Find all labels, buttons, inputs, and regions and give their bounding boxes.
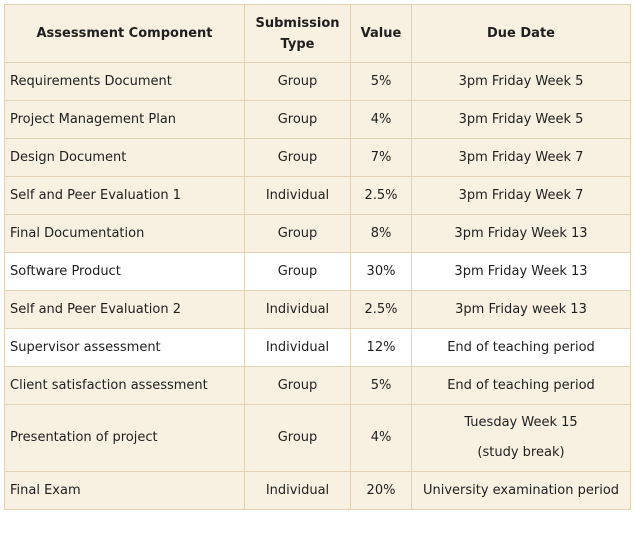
cell-due: 3pm Friday week 13	[411, 290, 631, 329]
cell-component: Requirements Document	[4, 62, 245, 101]
table-row: Supervisor assessment Individual 12% End…	[4, 328, 631, 367]
cell-component: Client satisfaction assessment	[4, 366, 245, 405]
cell-type: Group	[244, 404, 351, 472]
cell-component: Project Management Plan	[4, 100, 245, 139]
cell-due: End of teaching period	[411, 366, 631, 405]
cell-due-line1: Tuesday Week 15	[464, 415, 578, 430]
cell-component: Presentation of project	[4, 404, 245, 472]
cell-type: Group	[244, 62, 351, 101]
header-submission-type-line2: Type	[280, 36, 315, 52]
cell-value: 30%	[350, 252, 412, 291]
cell-value: 20%	[350, 471, 412, 510]
cell-value: 12%	[350, 328, 412, 367]
cell-due: 3pm Friday Week 7	[411, 176, 631, 215]
header-submission-type-line1: Submission	[255, 15, 340, 31]
cell-due: University examination period	[411, 471, 631, 510]
cell-value: 5%	[350, 62, 412, 101]
cell-value: 4%	[350, 100, 412, 139]
table-row: Self and Peer Evaluation 2 Individual 2.…	[4, 290, 631, 329]
cell-value: 2.5%	[350, 290, 412, 329]
table-row: Final Documentation Group 8% 3pm Friday …	[4, 214, 631, 253]
cell-type: Individual	[244, 176, 351, 215]
table-row: Software Product Group 30% 3pm Friday We…	[4, 252, 631, 291]
header-due-date: Due Date	[411, 4, 631, 63]
table-row: Final Exam Individual 20% University exa…	[4, 471, 631, 510]
table-row: Self and Peer Evaluation 1 Individual 2.…	[4, 176, 631, 215]
cell-component: Software Product	[4, 252, 245, 291]
cell-component: Self and Peer Evaluation 2	[4, 290, 245, 329]
table-row: Design Document Group 7% 3pm Friday Week…	[4, 138, 631, 177]
cell-component: Final Exam	[4, 471, 245, 510]
cell-due: 3pm Friday Week 13	[411, 252, 631, 291]
cell-type: Individual	[244, 328, 351, 367]
cell-due: Tuesday Week 15 (study break)	[411, 404, 631, 472]
header-value: Value	[350, 4, 412, 63]
assessment-table: Assessment Component Submission Type Val…	[4, 4, 631, 510]
cell-due: 3pm Friday Week 7	[411, 138, 631, 177]
header-assessment-component: Assessment Component	[4, 4, 245, 63]
cell-due: 3pm Friday Week 13	[411, 214, 631, 253]
cell-component: Final Documentation	[4, 214, 245, 253]
cell-due: 3pm Friday Week 5	[411, 62, 631, 101]
cell-type: Group	[244, 252, 351, 291]
cell-value: 7%	[350, 138, 412, 177]
header-submission-type: Submission Type	[244, 4, 351, 63]
cell-due: 3pm Friday Week 5	[411, 100, 631, 139]
cell-value: 4%	[350, 404, 412, 472]
table-row: Project Management Plan Group 4% 3pm Fri…	[4, 100, 631, 139]
cell-value: 5%	[350, 366, 412, 405]
cell-value: 2.5%	[350, 176, 412, 215]
table-row: Client satisfaction assessment Group 5% …	[4, 366, 631, 405]
cell-type: Individual	[244, 471, 351, 510]
cell-due-line2: (study break)	[477, 445, 565, 460]
cell-type: Group	[244, 366, 351, 405]
cell-type: Group	[244, 100, 351, 139]
cell-component: Supervisor assessment	[4, 328, 245, 367]
cell-type: Individual	[244, 290, 351, 329]
cell-type: Group	[244, 214, 351, 253]
cell-value: 8%	[350, 214, 412, 253]
table-header-row: Assessment Component Submission Type Val…	[4, 4, 631, 63]
assessment-table-container: Assessment Component Submission Type Val…	[4, 4, 631, 510]
cell-due: End of teaching period	[411, 328, 631, 367]
cell-component: Self and Peer Evaluation 1	[4, 176, 245, 215]
cell-type: Group	[244, 138, 351, 177]
cell-component: Design Document	[4, 138, 245, 177]
table-row: Requirements Document Group 5% 3pm Frida…	[4, 62, 631, 101]
table-row: Presentation of project Group 4% Tuesday…	[4, 404, 631, 472]
